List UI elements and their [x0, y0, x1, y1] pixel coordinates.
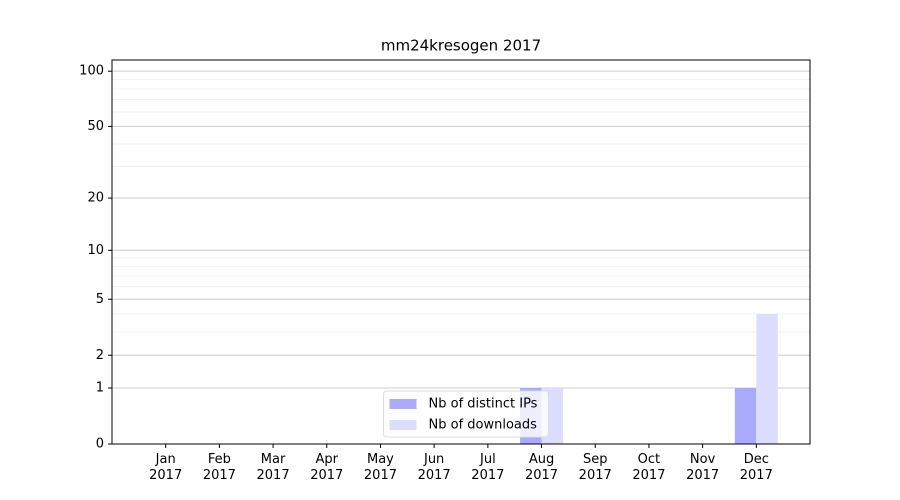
legend-swatch — [389, 420, 417, 430]
x-tick-label: Jul 2017 — [471, 452, 505, 483]
chart-title: mm24kresogen 2017 — [381, 37, 541, 55]
legend-box — [383, 390, 549, 438]
y-tick-label: 50 — [87, 119, 104, 134]
y-tick-label: 100 — [79, 64, 104, 79]
y-tick-label: 2 — [96, 348, 104, 363]
y-tick-label: 10 — [87, 243, 104, 258]
x-tick-label: May 2017 — [363, 452, 397, 483]
x-tick-label: Jun 2017 — [417, 452, 451, 483]
legend-swatch — [389, 399, 417, 409]
legend-label: Nb of downloads — [429, 418, 538, 433]
legend-label: Nb of distinct IPs — [429, 397, 538, 412]
x-tick-label: Feb 2017 — [202, 452, 236, 483]
axes-frame — [111, 59, 811, 445]
x-tick-label: Aug 2017 — [524, 452, 559, 483]
x-tick-label: Oct 2017 — [632, 452, 666, 483]
y-tick-label: 5 — [96, 292, 104, 307]
bar — [756, 313, 778, 444]
x-tick-label: Apr 2017 — [310, 452, 344, 483]
bar — [734, 388, 757, 444]
x-tick-label: Jan 2017 — [149, 452, 183, 483]
x-tick-label: Dec 2017 — [739, 452, 773, 483]
y-tick-label: 0 — [96, 437, 104, 452]
x-tick-label: Nov 2017 — [686, 452, 720, 483]
y-tick-label: 20 — [87, 191, 104, 206]
y-tick-label: 1 — [96, 381, 104, 396]
x-tick-label: Mar 2017 — [256, 452, 290, 483]
x-tick-label: Sep 2017 — [578, 452, 612, 483]
